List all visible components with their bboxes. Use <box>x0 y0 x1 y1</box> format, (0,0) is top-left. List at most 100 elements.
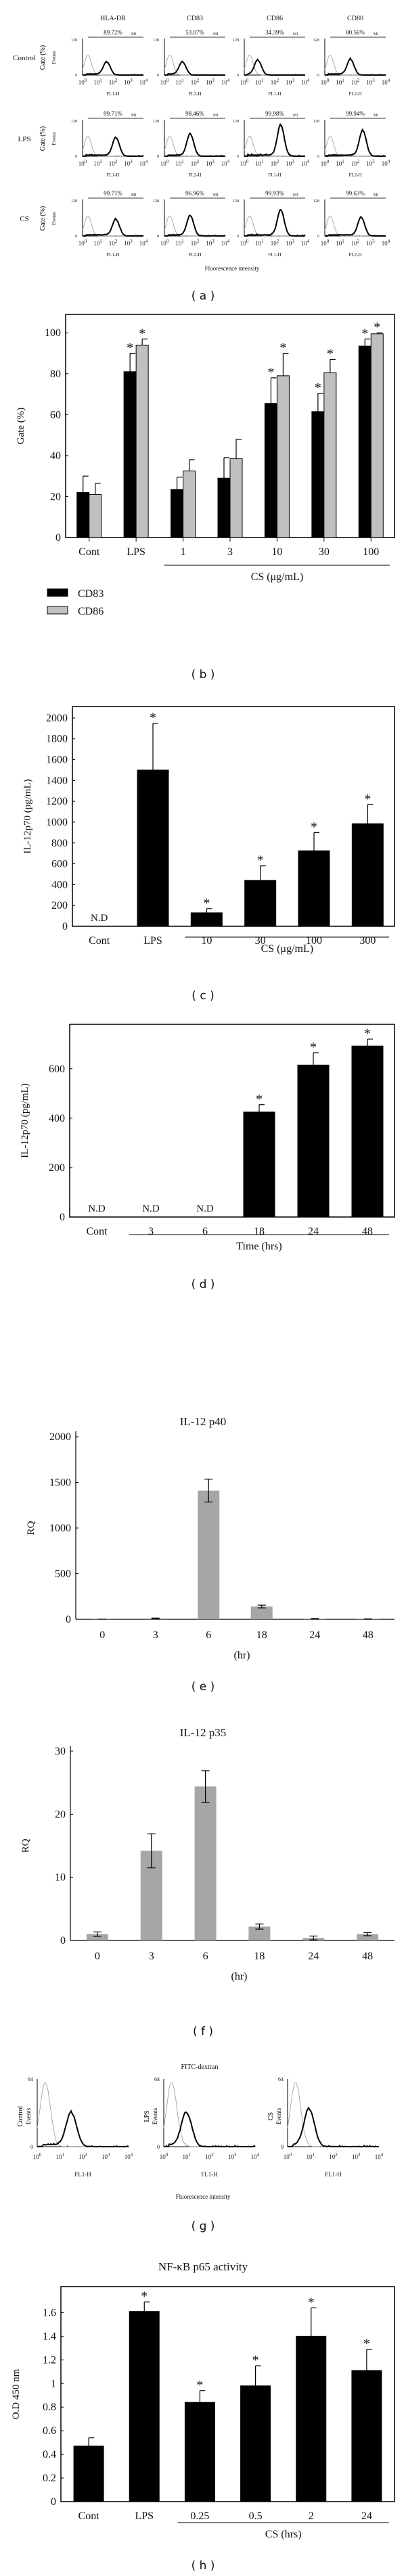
tick-exponent: 1 <box>261 159 264 164</box>
gate-percent: 89.72% <box>104 29 122 36</box>
y-tick-label: 0 <box>157 2144 160 2150</box>
panel-label-g: ( g ) <box>191 2220 215 2233</box>
x-tick-label: 100 <box>240 239 249 247</box>
significance-star: * <box>363 2337 370 2352</box>
marker-header: HLA-DR <box>100 15 126 22</box>
tick-exponent: 2 <box>277 159 279 164</box>
y-tick-label: 60 <box>50 409 61 421</box>
tick-exponent: 2 <box>115 78 118 83</box>
tick-base: 10 <box>221 240 228 247</box>
marker-curve <box>324 128 386 158</box>
y-tick-label: 10 <box>55 1872 66 1884</box>
y-tick-label: 128 <box>313 199 319 204</box>
gate-label: M1 <box>293 32 298 37</box>
row-label: CS <box>20 215 28 223</box>
x-tick-label: 100 <box>306 935 322 947</box>
y-tick-label: 128 <box>153 199 159 204</box>
x-tick-label: 104 <box>125 2152 133 2160</box>
tick-exponent: 1 <box>181 159 184 164</box>
tick-base: 10 <box>109 160 116 167</box>
x-tick-label: 102 <box>78 2152 87 2160</box>
chart-title: IL-12 p40 <box>180 1415 226 1428</box>
tick-exponent: 3 <box>372 159 375 164</box>
x-tick-label: 102 <box>271 159 279 167</box>
channel-label: FL2-H <box>188 91 201 97</box>
x-tick-label: 3 <box>227 546 233 558</box>
x-tick-label: 100 <box>78 239 87 247</box>
y-tick-label: 1500 <box>49 1477 71 1489</box>
bar-cd83-LPS <box>123 371 137 538</box>
y-tick-label: 1 <box>51 2378 56 2389</box>
tick-exponent: 3 <box>292 78 294 83</box>
x-tick-label: 101 <box>307 2152 315 2160</box>
tick-exponent: 3 <box>212 159 215 164</box>
bar-cd86-10 <box>276 375 290 538</box>
y-axis-sublabel: Events <box>51 51 57 64</box>
x-tick-label: 103 <box>124 78 133 86</box>
x-tick-label: 103 <box>286 159 294 167</box>
y-tick-label: 0 <box>281 2144 284 2150</box>
tick-exponent: 0 <box>246 78 249 83</box>
x-tick-label: 100 <box>240 78 249 86</box>
tick-exponent: 4 <box>145 239 148 244</box>
tick-base: 10 <box>351 160 358 167</box>
y-tick-label: 0 <box>157 155 159 159</box>
tick-base: 10 <box>160 160 167 167</box>
x-tick-label: 103 <box>102 2152 110 2160</box>
tick-exponent: 4 <box>388 239 390 244</box>
tick-base: 10 <box>228 2153 235 2160</box>
gate-percent: 99.71% <box>104 110 122 117</box>
y-tick-label: 1.2 <box>43 2354 56 2366</box>
bar-cd86-Cont <box>89 494 102 538</box>
x-tick-label: 102 <box>351 159 360 167</box>
x-tick-label: 104 <box>139 239 148 247</box>
x-tick-label: 100 <box>33 2152 42 2160</box>
x-tick-label: 103 <box>366 239 375 247</box>
y-tick-label: 400 <box>49 1113 65 1124</box>
tick-base: 10 <box>93 240 100 247</box>
tick-base: 10 <box>139 160 146 167</box>
y-tick-label: 128 <box>71 39 77 43</box>
tick-exponent: 0 <box>166 2152 168 2157</box>
y-tick-label: 20 <box>50 491 61 502</box>
y-tick-label: 80 <box>50 368 61 380</box>
tick-base: 10 <box>78 2153 85 2160</box>
x-tick-label: 100 <box>160 159 169 167</box>
gate-label: M1 <box>293 193 298 197</box>
tick-exponent: 2 <box>277 239 279 244</box>
tick-exponent: 0 <box>327 159 330 164</box>
x-axis-label: Fluorescence intensity <box>176 2193 231 2200</box>
y-tick-label: 200 <box>51 900 68 911</box>
tick-base: 10 <box>366 160 373 167</box>
tick-exponent: 0 <box>85 78 87 83</box>
x-tick-label: 24 <box>308 1226 319 1237</box>
tick-exponent: 3 <box>234 2152 237 2157</box>
x-tick-label: 100 <box>240 159 249 167</box>
y-tick-label: 0 <box>75 74 77 78</box>
x-tick-label: 101 <box>175 159 184 167</box>
bar-o-d-450-nm-0.25 <box>184 2402 215 2502</box>
tick-base: 10 <box>160 240 167 247</box>
tick-exponent: 2 <box>357 239 360 244</box>
x-tick-label: 102 <box>205 2152 214 2160</box>
not-detected-label: N.D <box>88 1203 106 1214</box>
tick-exponent: 1 <box>181 239 184 244</box>
y-tick-label: 128 <box>313 120 319 124</box>
tick-base: 10 <box>375 2153 382 2160</box>
x-tick-label: 10 <box>201 935 212 947</box>
significance-star: * <box>327 347 334 362</box>
tick-base: 10 <box>366 79 373 86</box>
y-tick-label: 500 <box>55 1569 71 1580</box>
tick-base: 10 <box>191 160 198 167</box>
marker-curve <box>244 209 306 237</box>
y-tick-label: 128 <box>233 199 239 204</box>
x-tick-label: 103 <box>286 239 294 247</box>
y-axis-sublabel: Events <box>51 212 57 224</box>
y-tick-label: 2000 <box>49 1431 71 1443</box>
bar-cd86-3 <box>229 458 243 538</box>
x-tick-label: 3 <box>149 1951 154 1962</box>
bar-cd83-30 <box>311 411 325 538</box>
fitc-curve <box>287 2106 379 2147</box>
